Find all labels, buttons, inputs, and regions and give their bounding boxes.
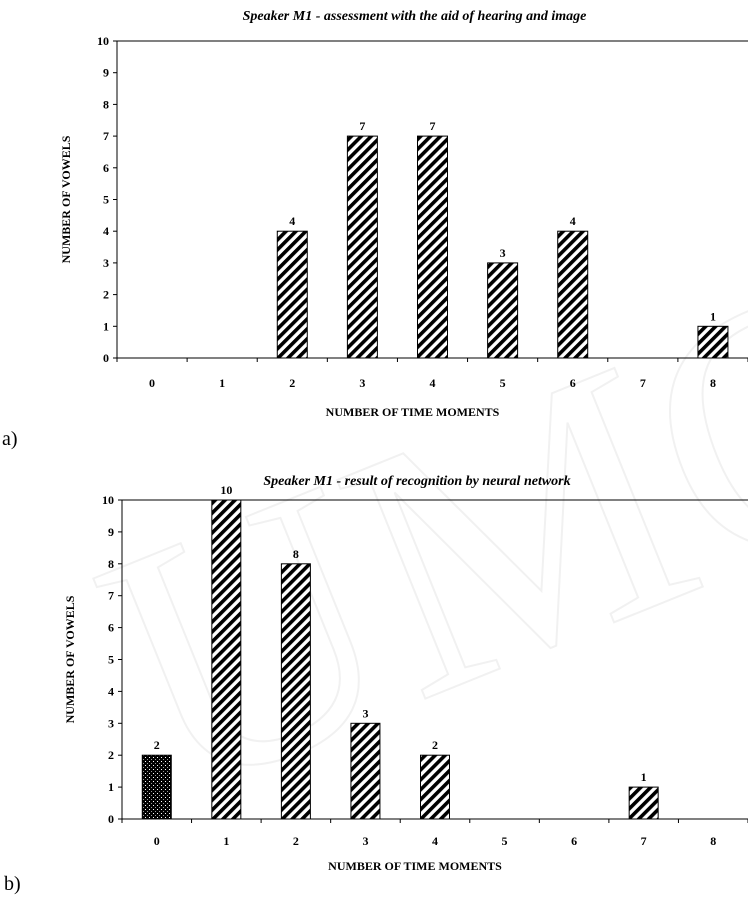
chart-b-x-tick-2: 2 (293, 834, 299, 848)
chart-b-x-tick-5: 5 (502, 834, 508, 848)
chart-b-y-tick-9: 9 (108, 525, 114, 539)
chart-b-y-tick-8: 8 (108, 557, 114, 571)
chart-b-x-tick-3: 3 (362, 834, 368, 848)
chart-b-x-tick-6: 6 (571, 834, 577, 848)
chart-a-bar-8 (697, 325, 729, 359)
chart-b-title: Speaker M1 - result of recognition by ne… (263, 474, 570, 489)
chart-a-y-tick-0: 0 (103, 351, 109, 365)
chart-a-y-tick-6: 6 (103, 161, 109, 175)
chart-a-y-tick-1: 1 (103, 319, 109, 333)
chart-a-y-tick-2: 2 (103, 288, 109, 302)
chart-a-data-label-5: 3 (500, 246, 506, 260)
chart-b-y-tick-6: 6 (108, 621, 114, 635)
chart-b-data-label-7: 1 (641, 770, 647, 784)
chart-a-y-tick-10: 10 (97, 34, 109, 48)
chart-a-data-label-4: 7 (430, 119, 436, 133)
chart-b-x-tick-4: 4 (432, 834, 438, 848)
chart-a-y-tick-4: 4 (103, 224, 109, 238)
chart-a-x-axis-label: NUMBER OF TIME MOMENTS (326, 405, 500, 419)
chart-b-y-tick-3: 3 (108, 716, 114, 730)
chart-a-x-tick-5: 5 (500, 376, 506, 390)
chart-a-bar-5 (487, 262, 519, 359)
chart-a-y-tick-5: 5 (103, 193, 109, 207)
chart-a-y-tick-3: 3 (103, 256, 109, 270)
chart-b-x-tick-7: 7 (641, 834, 647, 848)
chart-a-data-label-6: 4 (570, 214, 576, 228)
chart-a-x-tick-2: 2 (289, 376, 295, 390)
chart-b-y-tick-4: 4 (108, 684, 114, 698)
chart-b-x-tick-0: 0 (154, 834, 160, 848)
chart-b-y-tick-5: 5 (108, 653, 114, 667)
chart-a-data-label-3: 7 (359, 119, 365, 133)
chart-a-bar-2 (276, 230, 308, 359)
chart-b-bar-4 (420, 754, 450, 820)
chart-b-data-label-2: 8 (293, 547, 299, 561)
chart-a-data-label-2: 4 (289, 214, 295, 228)
chart-b-bar-3 (350, 722, 381, 820)
chart-a-data-label-8: 1 (710, 309, 716, 323)
chart-b-y-tick-2: 2 (108, 748, 114, 762)
chart-a-x-tick-6: 6 (570, 376, 576, 390)
chart-a-title: Speaker M1 - assessment with the aid of … (243, 9, 587, 24)
chart-b-data-label-3: 3 (362, 706, 368, 720)
chart-a: Speaker M1 - assessment with the aid of … (59, 9, 748, 419)
chart-b-data-label-0: 2 (154, 738, 160, 752)
chart-b-data-label-1: 10 (220, 483, 232, 497)
chart-a-y-tick-8: 8 (103, 97, 109, 111)
chart-a-bar-4 (417, 135, 448, 359)
chart-b-bar-7 (628, 786, 659, 820)
chart-a-x-tick-0: 0 (149, 376, 155, 390)
chart-b-x-axis-label: NUMBER OF TIME MOMENTS (328, 859, 502, 873)
chart-a-x-tick-8: 8 (710, 376, 716, 390)
chart-b-x-tick-8: 8 (710, 834, 716, 848)
chart-b-data-label-4: 2 (432, 738, 438, 752)
chart-b-y-tick-7: 7 (108, 589, 114, 603)
panel-label-b: b) (4, 873, 21, 895)
chart-a-bar-6 (557, 230, 589, 359)
chart-b-y-tick-10: 10 (102, 493, 114, 507)
chart-a-y-tick-9: 9 (103, 66, 109, 80)
chart-b: Speaker M1 - result of recognition by ne… (63, 474, 748, 873)
chart-a-x-tick-7: 7 (640, 376, 646, 390)
chart-b-bar-1 (211, 499, 242, 820)
panel-label-a: a) (2, 428, 18, 450)
chart-b-y-tick-0: 0 (108, 812, 114, 826)
chart-b-x-tick-1: 1 (223, 834, 229, 848)
chart-b-y-axis-label: NUMBER OF VOWELS (63, 595, 77, 723)
chart-b-bar-0 (141, 754, 172, 820)
chart-a-y-axis-label: NUMBER OF VOWELS (59, 135, 73, 263)
chart-b-bar-2 (280, 563, 311, 820)
chart-a-x-tick-4: 4 (430, 376, 436, 390)
chart-a-x-tick-3: 3 (359, 376, 365, 390)
chart-a-y-tick-7: 7 (103, 129, 109, 143)
chart-a-bar-3 (346, 135, 378, 359)
chart-a-x-tick-1: 1 (219, 376, 225, 390)
chart-b-y-tick-1: 1 (108, 780, 114, 794)
